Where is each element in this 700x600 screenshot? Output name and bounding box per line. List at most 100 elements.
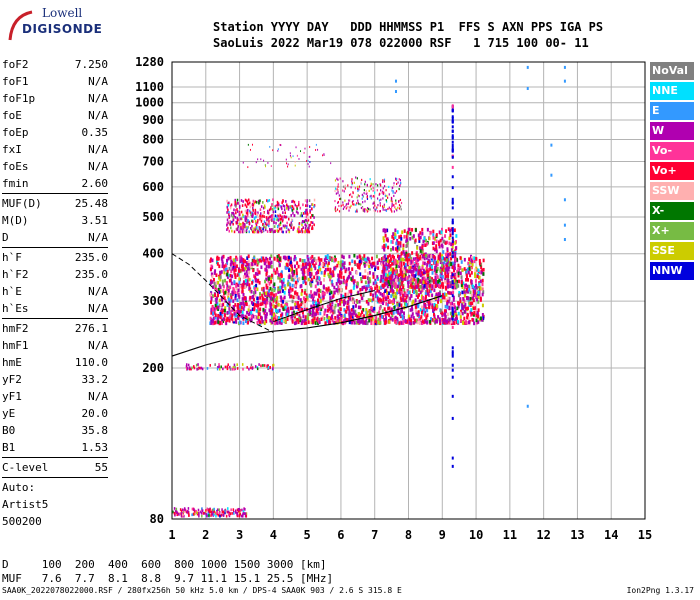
echo-point (340, 271, 343, 275)
echo-point (402, 315, 405, 319)
echo-point (382, 266, 385, 270)
echo-point (212, 316, 215, 321)
echo-point (288, 217, 290, 221)
echo-point (217, 287, 220, 292)
echo-point (312, 310, 315, 315)
echo-point (322, 285, 325, 290)
echo-point (402, 319, 405, 324)
echo-point (228, 214, 231, 218)
echo-point (462, 305, 465, 309)
echo-point (416, 295, 419, 299)
echo-point (385, 288, 388, 293)
echo-point (234, 303, 237, 307)
echo-point (349, 311, 352, 316)
echo-point (280, 217, 283, 221)
echo-point (244, 285, 247, 289)
echo-point (474, 274, 477, 279)
echo-point (371, 317, 374, 321)
echo-point (173, 511, 176, 515)
echo-point (241, 289, 244, 293)
echo-point (277, 316, 280, 320)
stray-point (563, 65, 566, 69)
echo-point (206, 514, 208, 518)
echo-point (400, 252, 403, 256)
echo-point (243, 272, 246, 277)
echo-point (454, 309, 457, 313)
echo-point (291, 267, 294, 271)
echo-point (316, 276, 319, 280)
echo-point (272, 363, 275, 367)
echo-point (231, 313, 234, 318)
echo-point (481, 282, 484, 287)
echo-point (285, 312, 288, 316)
echo-point (270, 291, 273, 296)
echo-point (232, 366, 235, 369)
echo-point (235, 255, 238, 260)
echo-point (299, 284, 302, 289)
echo-point (394, 260, 397, 265)
y-tick-label: 600 (142, 180, 164, 194)
echo-point (238, 206, 241, 209)
echo-point (356, 202, 358, 205)
echo-point (347, 299, 350, 304)
echo-point (301, 319, 304, 323)
echo-point (352, 311, 355, 315)
echo-point (379, 210, 381, 213)
echo-point (267, 199, 269, 203)
echo-point (400, 181, 402, 184)
echo-point (450, 262, 453, 266)
echo-point (265, 283, 268, 288)
echo-point (437, 300, 440, 304)
echo-point (376, 189, 378, 192)
echo-point (184, 508, 186, 512)
echo-point (439, 285, 442, 289)
echo-point (478, 258, 481, 263)
echo-point (241, 264, 244, 268)
echo-point (266, 364, 268, 368)
echo-point (362, 321, 365, 325)
echo-point (176, 513, 178, 517)
echo-point (438, 278, 441, 283)
echo-point (342, 299, 345, 304)
echo-point (254, 216, 256, 220)
echo-point (367, 207, 370, 211)
echo-point (313, 223, 315, 227)
echo-point (255, 215, 257, 219)
echo-point (247, 308, 250, 312)
echo-point (372, 297, 375, 301)
echo-point (463, 316, 466, 321)
echo-point (358, 319, 361, 324)
echo-point (312, 306, 315, 311)
echo-point (268, 282, 271, 286)
echo-point (326, 314, 329, 318)
interference-point (451, 134, 454, 138)
echo-point (262, 307, 265, 312)
echo-point (429, 320, 432, 324)
echo-point (373, 209, 375, 212)
echo-point (474, 306, 477, 310)
echo-point (417, 283, 420, 287)
echo-point (240, 217, 242, 221)
echo-point (388, 320, 391, 324)
echo-point (383, 267, 386, 271)
echo-point (312, 300, 315, 305)
echo-point (369, 285, 372, 290)
echo-point (260, 212, 262, 215)
echo-point (334, 199, 336, 203)
echo-point (210, 321, 213, 325)
echo-point (274, 304, 277, 309)
echo-point (409, 254, 412, 258)
echo-point (297, 301, 300, 305)
echo-point (267, 364, 269, 368)
echo-point (288, 268, 291, 273)
echo-point (340, 293, 343, 298)
echo-point (478, 284, 481, 289)
echo-point (339, 270, 342, 274)
echo-point (399, 198, 402, 202)
interference-point (451, 186, 454, 190)
echo-point (361, 178, 363, 182)
echo-point (245, 514, 248, 518)
echo-point (291, 270, 294, 275)
echo-point (245, 264, 248, 269)
echo-point (278, 213, 281, 216)
